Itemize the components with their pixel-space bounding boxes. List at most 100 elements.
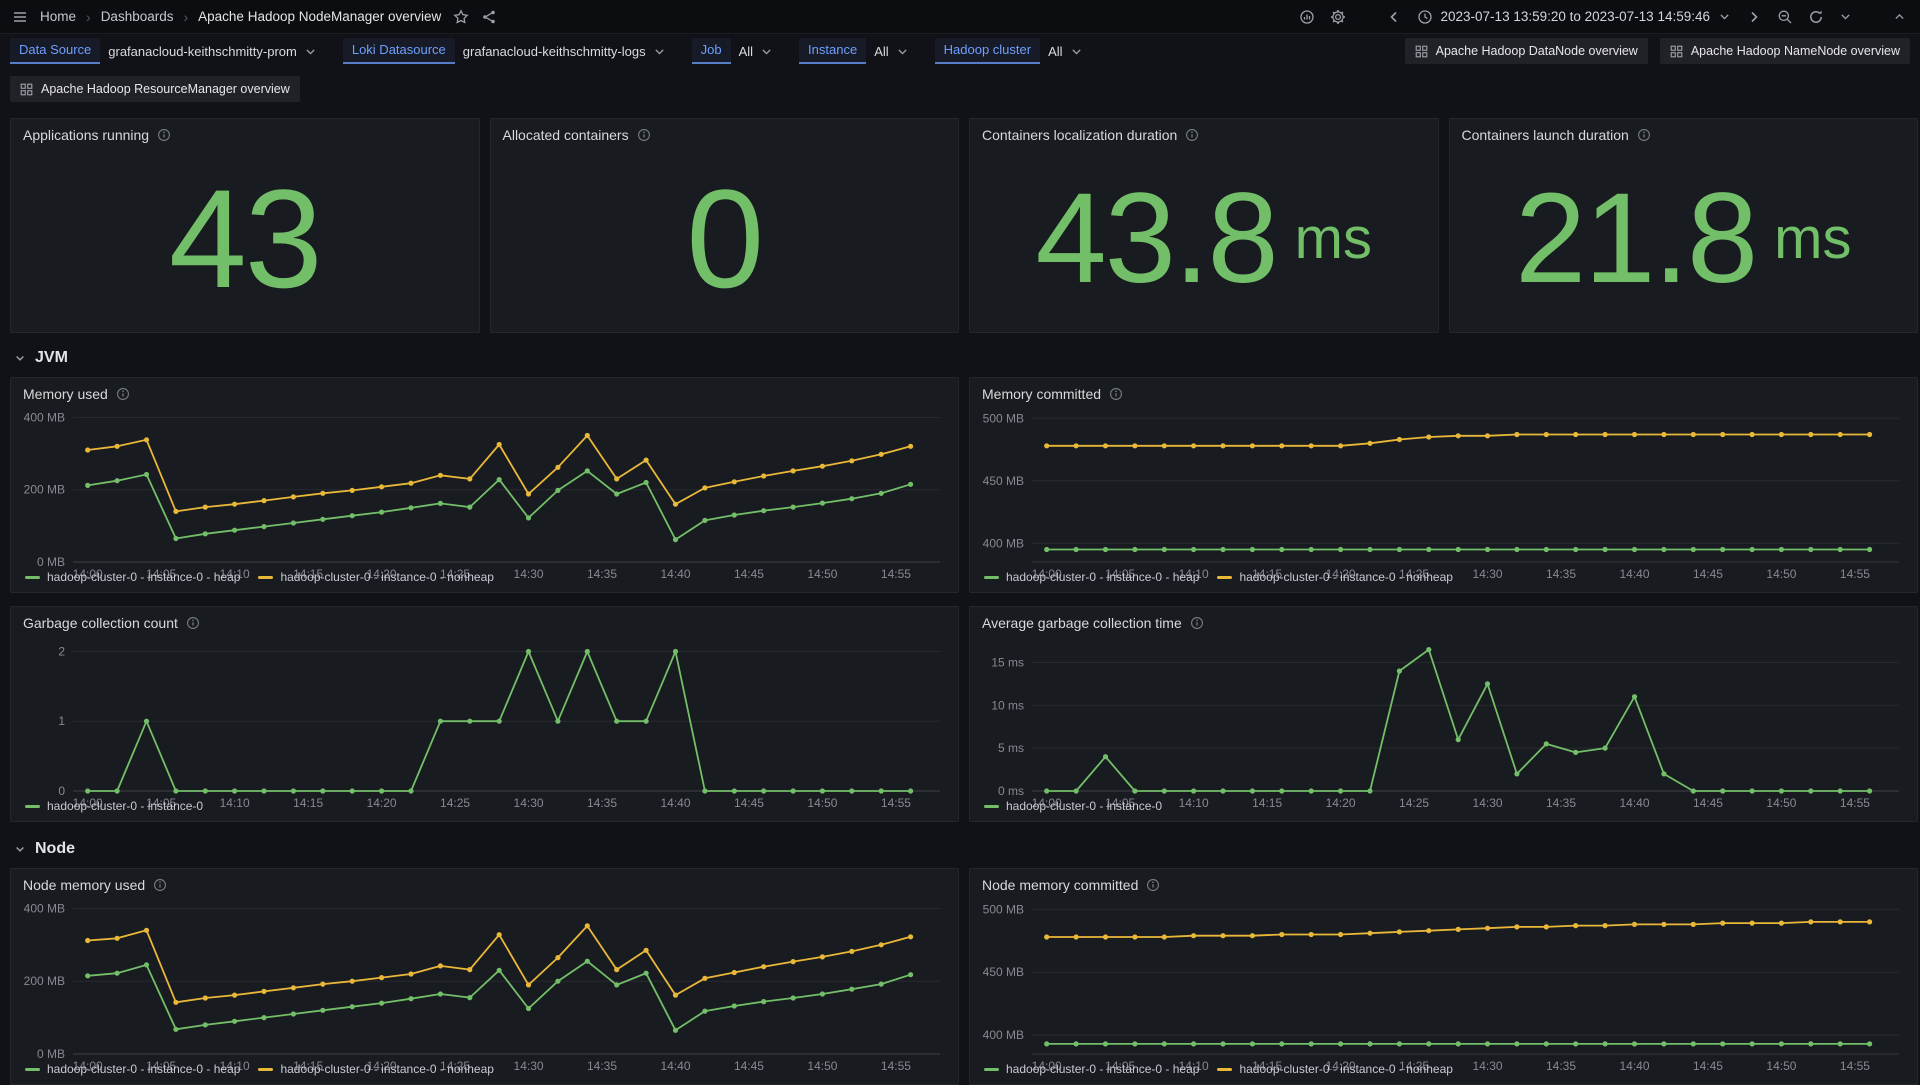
svg-text:14:00: 14:00 (1032, 567, 1062, 581)
svg-text:14:55: 14:55 (881, 567, 911, 581)
star-icon[interactable] (453, 8, 469, 25)
info-icon[interactable] (157, 128, 171, 142)
variable-value-dropdown[interactable]: grafanacloud-keithschmitty-logs (455, 39, 674, 64)
svg-text:14:45: 14:45 (734, 1059, 764, 1073)
panel-containers-localization-duration: Containers localization duration 43.8 ms (969, 118, 1439, 333)
legend-item[interactable]: hadoop-cluster-0 - instance-0 (25, 799, 203, 813)
chevron-down-icon (14, 843, 26, 855)
variable-value-dropdown[interactable]: All (866, 39, 916, 64)
stat-unit: ms (1294, 205, 1372, 271)
svg-text:14:15: 14:15 (1252, 1059, 1282, 1073)
time-range-back-icon[interactable] (1386, 9, 1402, 25)
legend-item[interactable]: hadoop-cluster-0 - instance-0 - heap (984, 1062, 1199, 1076)
time-range-picker[interactable]: 2023-07-13 13:59:20 to 2023-07-13 14:59:… (1417, 9, 1731, 25)
svg-text:14:50: 14:50 (1766, 567, 1796, 581)
svg-text:500 MB: 500 MB (983, 411, 1024, 425)
panel-title[interactable]: Memory committed (970, 378, 1917, 404)
info-icon[interactable] (1109, 387, 1123, 401)
apps-grid-icon (20, 83, 33, 96)
refresh-interval-chevron-icon[interactable] (1839, 10, 1852, 23)
variable-label: Loki Datasource (342, 38, 455, 64)
legend-item[interactable]: hadoop-cluster-0 - instance-0 - nonheap (258, 570, 494, 584)
svg-text:14:30: 14:30 (514, 796, 544, 810)
panel-title[interactable]: Garbage collection count (11, 607, 958, 633)
info-icon[interactable] (1190, 616, 1204, 630)
section-node[interactable]: Node (14, 838, 1920, 860)
legend-item[interactable]: hadoop-cluster-0 - instance-0 - heap (984, 570, 1199, 584)
breadcrumb-dashboards[interactable]: Dashboards (100, 9, 174, 24)
variable-value-dropdown[interactable]: grafanacloud-keithschmitty-prom (100, 39, 325, 64)
chevron-down-icon (304, 45, 317, 58)
jvm-memory-row: Memory used 0 MB 200 MB 400 MB 14:00 14:05 14… (0, 377, 1920, 593)
top-nav-bar: Home › Dashboards › Apache Hadoop NodeMa… (0, 0, 1920, 34)
chart-legend: hadoop-cluster-0 - instance-0 - heap hado… (970, 1060, 1917, 1084)
chart-legend: hadoop-cluster-0 - instance-0 (970, 797, 1917, 821)
dashboard-insights-icon[interactable] (1299, 9, 1315, 25)
info-icon[interactable] (116, 387, 130, 401)
refresh-icon[interactable] (1808, 9, 1824, 25)
zoom-out-icon[interactable] (1777, 9, 1793, 25)
chart-canvas[interactable]: 0 ms 5 ms 10 ms 15 ms 14:00 14:05 14:10 14:15 14… (974, 635, 1913, 810)
legend-label: hadoop-cluster-0 - instance-0 - nonheap (1239, 1062, 1453, 1076)
svg-text:14:15: 14:15 (293, 1059, 323, 1073)
legend-label: hadoop-cluster-0 - instance-0 - heap (1006, 1062, 1200, 1076)
svg-text:14:25: 14:25 (440, 567, 470, 581)
chevron-up-icon[interactable] (1893, 10, 1906, 23)
section-jvm[interactable]: JVM (14, 347, 1920, 369)
chart-canvas[interactable]: 0 MB 200 MB 400 MB 14:00 14:05 14:10 14:15 14:2… (15, 406, 954, 581)
template-variables: Data Source grafanacloud-keithschmitty-p… (10, 38, 1109, 64)
svg-text:14:20: 14:20 (1326, 567, 1356, 581)
hamburger-menu-icon[interactable] (12, 9, 28, 25)
panel-title[interactable]: Applications running (11, 119, 479, 145)
panel-title[interactable]: Containers localization duration (970, 119, 1438, 145)
link-namenode-overview[interactable]: Apache Hadoop NameNode overview (1659, 38, 1910, 64)
time-range-forward-icon[interactable] (1746, 9, 1762, 25)
panel-title[interactable]: Memory used (11, 378, 958, 404)
legend-item[interactable]: hadoop-cluster-0 - instance-0 - nonheap (1217, 1062, 1453, 1076)
svg-text:14:45: 14:45 (1693, 796, 1723, 810)
info-icon[interactable] (1146, 878, 1160, 892)
chevron-down-icon (653, 45, 666, 58)
panel-title[interactable]: Containers launch duration (1450, 119, 1918, 145)
link-resourcemanager-overview[interactable]: Apache Hadoop ResourceManager overview (10, 76, 300, 102)
panel-title[interactable]: Node memory committed (970, 869, 1917, 895)
legend-label: hadoop-cluster-0 - instance-0 - heap (47, 570, 241, 584)
legend-item[interactable]: hadoop-cluster-0 - instance-0 - heap (25, 570, 240, 584)
svg-text:14:50: 14:50 (1766, 796, 1796, 810)
legend-item[interactable]: hadoop-cluster-0 - instance-0 - nonheap (1217, 570, 1453, 584)
panel-title[interactable]: Node memory used (11, 869, 958, 895)
info-icon[interactable] (637, 128, 651, 142)
info-icon[interactable] (1637, 128, 1651, 142)
svg-text:14:00: 14:00 (73, 567, 103, 581)
panel-title[interactable]: Average garbage collection time (970, 607, 1917, 633)
legend-swatch (984, 1067, 999, 1071)
svg-text:14:35: 14:35 (587, 796, 617, 810)
variable-value-dropdown[interactable]: All (731, 39, 781, 64)
breadcrumb: Home › Dashboards › Apache Hadoop NodeMa… (40, 9, 441, 25)
info-icon[interactable] (1185, 128, 1199, 142)
info-icon[interactable] (186, 616, 200, 630)
stat-value: 43 (168, 159, 323, 317)
share-icon[interactable] (481, 9, 497, 25)
chart-canvas[interactable]: 400 MB 450 MB 500 MB 14:00 14:05 14:10 14:15 14… (974, 406, 1913, 581)
chart-canvas[interactable]: 400 MB 450 MB 500 MB 14:00 14:05 14:10 14:15 14… (974, 897, 1913, 1073)
legend-label: hadoop-cluster-0 - instance-0 - nonheap (280, 1062, 494, 1076)
legend-swatch (258, 1067, 274, 1071)
legend-item[interactable]: hadoop-cluster-0 - instance-0 (984, 799, 1162, 813)
legend-item[interactable]: hadoop-cluster-0 - instance-0 - heap (25, 1062, 240, 1076)
variable-value-dropdown[interactable]: All (1040, 39, 1090, 64)
svg-text:200 MB: 200 MB (24, 974, 65, 988)
legend-item[interactable]: hadoop-cluster-0 - instance-0 - nonheap (258, 1062, 494, 1076)
panel-memory-used: Memory used 0 MB 200 MB 400 MB 14:00 14:05 14… (10, 377, 959, 593)
settings-gear-icon[interactable] (1330, 9, 1346, 25)
chart-canvas[interactable]: 0 MB 200 MB 400 MB 14:00 14:05 14:10 14:15 14:2… (15, 897, 954, 1073)
breadcrumb-home[interactable]: Home (40, 9, 77, 24)
panel-title[interactable]: Allocated containers (491, 119, 959, 145)
svg-text:14:55: 14:55 (1840, 796, 1870, 810)
link-datanode-overview[interactable]: Apache Hadoop DataNode overview (1404, 38, 1648, 64)
svg-text:14:30: 14:30 (1473, 1059, 1503, 1073)
info-icon[interactable] (153, 878, 167, 892)
chart-canvas[interactable]: 0 1 2 14:00 14:05 14:10 14:15 14:20 14:25 14:30 14… (15, 635, 954, 810)
svg-text:14:40: 14:40 (1619, 1059, 1649, 1073)
chevron-down-icon (896, 45, 909, 58)
